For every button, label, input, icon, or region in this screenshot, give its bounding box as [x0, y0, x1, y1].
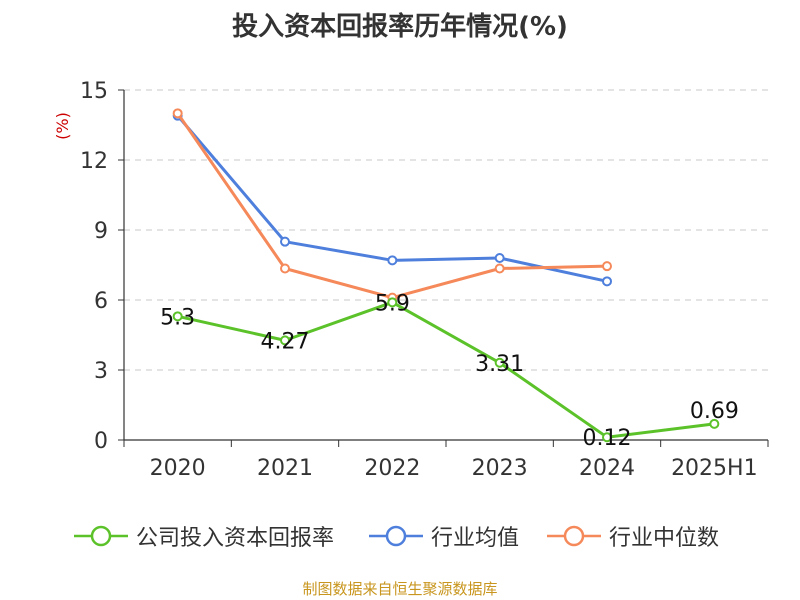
- series-line: [176, 112, 608, 300]
- data-point: [602, 276, 612, 287]
- x-tick-label: 2024: [579, 456, 635, 481]
- x-tick-label: 2020: [150, 456, 206, 481]
- series-line: [177, 300, 715, 439]
- data-point: [602, 432, 612, 443]
- data-point: [494, 357, 505, 368]
- data-label: 3.31: [475, 352, 524, 377]
- legend-marker-icon: [547, 525, 601, 547]
- legend-label: 公司投入资本回报率: [136, 526, 335, 551]
- data-point: [172, 311, 183, 322]
- legend-label: 行业均值: [431, 526, 520, 551]
- data-point: [280, 236, 290, 247]
- data-point: [387, 255, 398, 266]
- data-point: [494, 253, 505, 263]
- y-tick-label: 0: [94, 429, 108, 454]
- legend-item: 行业中位数: [547, 520, 719, 552]
- data-label: 4.27: [261, 329, 310, 354]
- y-axis-label: (%): [53, 112, 72, 140]
- y-tick-label: 12: [80, 149, 108, 174]
- x-tick-label: 2021: [257, 456, 313, 481]
- legend-item: 公司投入资本回报率: [74, 520, 334, 552]
- data-label: 5.3: [160, 305, 195, 330]
- y-tick-label: 3: [94, 359, 108, 384]
- data-label: 0.12: [583, 426, 632, 451]
- legend-item: 行业均值: [369, 520, 519, 552]
- data-point: [172, 108, 183, 119]
- data-point: [602, 261, 612, 272]
- y-tick-label: 6: [94, 289, 108, 314]
- data-point: [280, 335, 290, 346]
- legend-label: 行业中位数: [609, 526, 720, 551]
- legend-circle: [563, 525, 585, 547]
- legend-circle: [385, 525, 407, 547]
- x-tick-label: 2022: [364, 456, 420, 481]
- data-label: 0.69: [690, 399, 739, 424]
- x-tick-label: 2025H1: [671, 456, 758, 481]
- legend-marker-icon: [74, 525, 128, 547]
- chart-title: 投入资本回报率历年情况(%): [232, 12, 568, 42]
- data-source-note: 制图数据来自恒生聚源数据库: [302, 580, 498, 598]
- x-tick-label: 2023: [472, 456, 528, 481]
- legend-circle: [90, 525, 112, 547]
- data-point: [494, 263, 505, 274]
- y-tick-label: 9: [94, 219, 108, 244]
- data-point: [280, 263, 290, 274]
- legend-marker-icon: [369, 525, 423, 547]
- data-point: [387, 297, 398, 308]
- data-point: [709, 418, 720, 429]
- data-label: 5.9: [375, 291, 410, 316]
- y-tick-label: 15: [80, 79, 108, 104]
